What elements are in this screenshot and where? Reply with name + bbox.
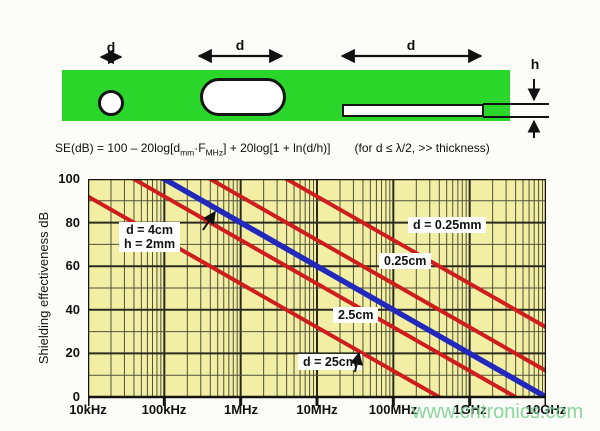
formula-sub-mm: mm — [180, 147, 195, 158]
y-tick-20: 20 — [65, 345, 80, 360]
formula-sub-mhz: MHz — [205, 147, 224, 158]
x-tick-100khz: 100kHz — [141, 402, 187, 417]
x-axis-ticks — [88, 397, 546, 406]
dim-label-h: h — [530, 56, 540, 72]
label-0-25cm: 0.25cm — [379, 253, 432, 269]
se-formula: SE(dB) = 100 – 20log[dmm·FMHz] + 20log[1… — [55, 141, 490, 157]
se-line-2-5cm — [129, 179, 520, 397]
dim-label-d-oval: d — [235, 37, 245, 53]
thin-slot-aperture — [342, 104, 484, 117]
round-hole-aperture — [98, 90, 124, 116]
y-tick-40: 40 — [65, 302, 80, 317]
label-d4cm-line1: d = 4cm — [126, 223, 173, 237]
x-tick-1mhz: 1MHz — [224, 402, 258, 417]
y-tick-80: 80 — [65, 215, 80, 230]
oval-slot-aperture — [200, 78, 286, 116]
label-d4cm-line2: h = 2mm — [124, 237, 176, 251]
y-tick-0: 0 — [72, 389, 80, 404]
x-tick-10mhz: 10MHz — [296, 402, 338, 417]
formula-condition: (for d ≤ λ/2, >> thickness) — [354, 141, 490, 155]
y-tick-100: 100 — [58, 171, 80, 186]
dim-label-d-slot: d — [406, 37, 416, 53]
se-chart-plot — [88, 179, 546, 406]
se-line-d-0-25mm — [282, 179, 546, 330]
y-tick-60: 60 — [65, 258, 80, 273]
label-d-25cm: d = 25cm — [298, 354, 362, 370]
dim-label-d-hole: d — [106, 39, 116, 55]
x-tick-100mhz: 100MHz — [368, 402, 418, 417]
formula-suffix: ] + 20log[1 + ln(d/h)] — [223, 141, 331, 155]
x-tick-10khz: 10kHz — [69, 402, 107, 417]
formula-mid: ·F — [194, 141, 206, 155]
se-line-0-25cm — [206, 179, 546, 373]
watermark: www.cntronics.com — [412, 401, 584, 423]
label-d-0-25mm: d = 0.25mm — [408, 217, 487, 233]
label-2-5cm: 2.5cm — [333, 307, 379, 323]
label-d4cm-h2mm: d = 4cm h = 2mm — [119, 222, 181, 252]
x-tick-10ghz: 10GHz — [525, 402, 567, 417]
x-tick-1ghz: 1GHz — [453, 402, 487, 417]
formula-prefix: SE(dB) = 100 – 20log[d — [55, 141, 181, 155]
